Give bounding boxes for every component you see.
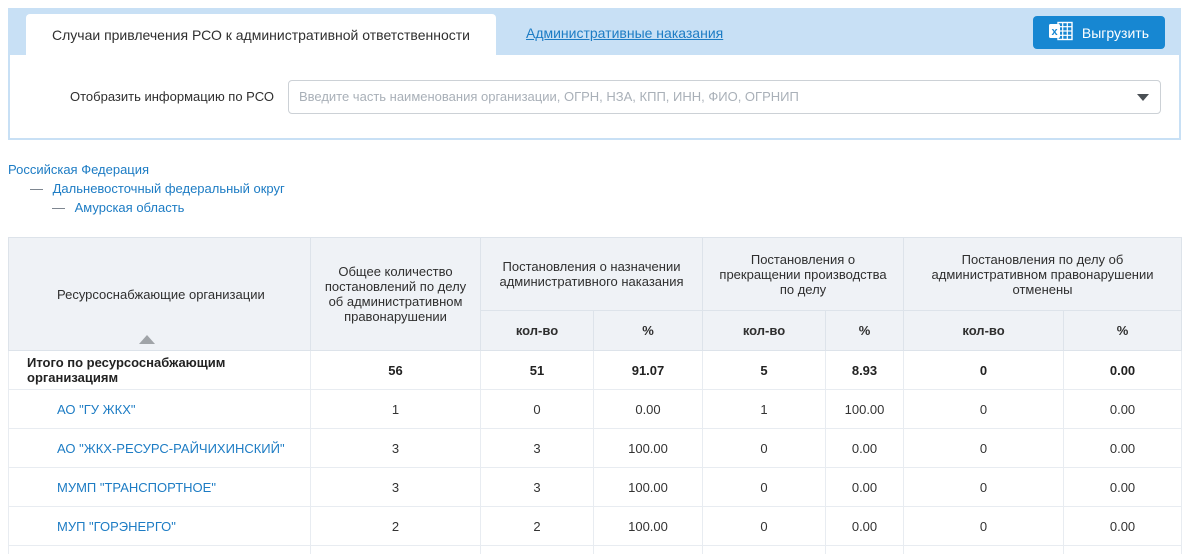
group-header-case-terminated: Постановления о прекращении производства…	[703, 238, 904, 311]
organization-cell: МУМП "ТРАНСПОРТНОЕ"	[9, 468, 311, 507]
total-cell: 56	[311, 351, 481, 390]
value-cell: 0.00	[1064, 390, 1182, 429]
value-cell: 0	[703, 468, 826, 507]
total-row-label: Итого по ресурсоснабжающим организациям	[9, 351, 311, 390]
filter-row: Отобразить информацию по РСО	[10, 55, 1179, 138]
subheader-percent: %	[1064, 311, 1182, 351]
export-button-label: Выгрузить	[1082, 25, 1149, 41]
table-row: МУП "ГОРЭНЕРГО" 2 2 100.00 0 0.00 0 0.00	[9, 507, 1182, 546]
total-cell: 91.07	[594, 351, 703, 390]
table-row: АО "ГУ ЖКХ" 1 0 0.00 1 100.00 0 0.00	[9, 390, 1182, 429]
caret-down-icon[interactable]	[1137, 94, 1149, 101]
value-cell: 0	[904, 468, 1064, 507]
region-tree: Российская Федерация — Дальневосточный ф…	[8, 160, 285, 217]
value-cell: 100.00	[594, 429, 703, 468]
region-link-far-east[interactable]: Дальневосточный федеральный округ	[53, 181, 285, 196]
svg-text:x: x	[1051, 26, 1058, 38]
value-cell: 1	[703, 390, 826, 429]
value-cell: 0	[904, 390, 1064, 429]
organization-cell: АО "ЖКХ-РЕСУРС-РАЙЧИХИНСКИЙ"	[9, 429, 311, 468]
column-header-total: Общее количество постановлений по делу о…	[311, 238, 481, 351]
export-button[interactable]: x Выгрузить	[1033, 16, 1165, 49]
value-cell: 0.00	[826, 429, 904, 468]
value-cell: 100.00	[826, 390, 904, 429]
table-row: МУМП "ТРАНСПОРТНОЕ" 3 3 100.00 0 0.00 0 …	[9, 468, 1182, 507]
rso-search-input[interactable]	[288, 80, 1161, 114]
value-cell: 3	[481, 429, 594, 468]
tree-dash: —	[52, 200, 65, 215]
tab-bar: Случаи привлечения РСО к административно…	[10, 10, 1179, 55]
subheader-count: кол-во	[703, 311, 826, 351]
value-cell: 0.00	[1064, 429, 1182, 468]
value-cell: 0.00	[826, 468, 904, 507]
total-cell: 8.93	[826, 351, 904, 390]
value-cell: 0.00	[1064, 507, 1182, 546]
tree-item-amur: — Амурская область	[8, 198, 285, 217]
region-link-russia[interactable]: Российская Федерация	[8, 162, 149, 177]
value-cell: 0	[703, 429, 826, 468]
value-cell: 0.00	[826, 507, 904, 546]
value-cell: 3	[481, 468, 594, 507]
value-cell: 0.00	[594, 390, 703, 429]
column-header-organizations[interactable]: Ресурсоснабжающие организации	[9, 238, 311, 351]
total-cell: 0.00	[1064, 351, 1182, 390]
organization-link[interactable]: МУМП "ТРАНСПОРТНОЕ"	[57, 480, 216, 495]
organization-link[interactable]: МУП "ГОРЭНЕРГО"	[57, 519, 176, 534]
region-link-amur[interactable]: Амурская область	[75, 200, 185, 215]
total-cell: 5	[703, 351, 826, 390]
tree-item-far-east: — Дальневосточный федеральный округ	[8, 179, 285, 198]
value-cell: 2	[481, 507, 594, 546]
subheader-percent: %	[594, 311, 703, 351]
column-header-organizations-label: Ресурсоснабжающие организации	[57, 287, 265, 302]
value-cell: 100.00	[594, 468, 703, 507]
value-cell: 3	[311, 429, 481, 468]
value-cell: 2	[311, 507, 481, 546]
value-cell: 0	[904, 507, 1064, 546]
filter-label: Отобразить информацию по РСО	[70, 89, 274, 104]
value-cell: 3	[311, 468, 481, 507]
filter-panel: Случаи привлечения РСО к административно…	[8, 8, 1181, 140]
rso-cases-table: Ресурсоснабжающие организации Общее коли…	[8, 237, 1182, 554]
rso-search-combobox	[288, 80, 1161, 114]
tab-rso-cases[interactable]: Случаи привлечения РСО к административно…	[26, 14, 496, 55]
subheader-percent: %	[826, 311, 904, 351]
partial-next-row	[9, 546, 1182, 554]
value-cell: 0	[904, 429, 1064, 468]
tab-administrative-penalties[interactable]: Административные наказания	[526, 25, 723, 41]
group-header-penalty-assigned: Постановления о назначении административ…	[481, 238, 703, 311]
tree-dash: —	[30, 181, 43, 196]
group-header-decision-cancelled: Постановления по делу об административно…	[904, 238, 1182, 311]
total-row: Итого по ресурсоснабжающим организациям …	[9, 351, 1182, 390]
excel-icon: x	[1049, 21, 1073, 44]
table-row: АО "ЖКХ-РЕСУРС-РАЙЧИХИНСКИЙ" 3 3 100.00 …	[9, 429, 1182, 468]
organization-cell: МУП "ГОРЭНЕРГО"	[9, 507, 311, 546]
organization-link[interactable]: АО "ЖКХ-РЕСУРС-РАЙЧИХИНСКИЙ"	[57, 441, 285, 456]
value-cell: 0.00	[1064, 468, 1182, 507]
organization-link[interactable]: АО "ГУ ЖКХ"	[57, 402, 136, 417]
organization-cell: АО "ГУ ЖКХ"	[9, 390, 311, 429]
total-cell: 0	[904, 351, 1064, 390]
value-cell: 100.00	[594, 507, 703, 546]
value-cell: 1	[311, 390, 481, 429]
value-cell: 0	[703, 507, 826, 546]
subheader-count: кол-во	[904, 311, 1064, 351]
subheader-count: кол-во	[481, 311, 594, 351]
total-cell: 51	[481, 351, 594, 390]
value-cell: 0	[481, 390, 594, 429]
tree-item-russia: Российская Федерация	[8, 160, 285, 179]
sort-asc-icon[interactable]	[139, 335, 155, 344]
